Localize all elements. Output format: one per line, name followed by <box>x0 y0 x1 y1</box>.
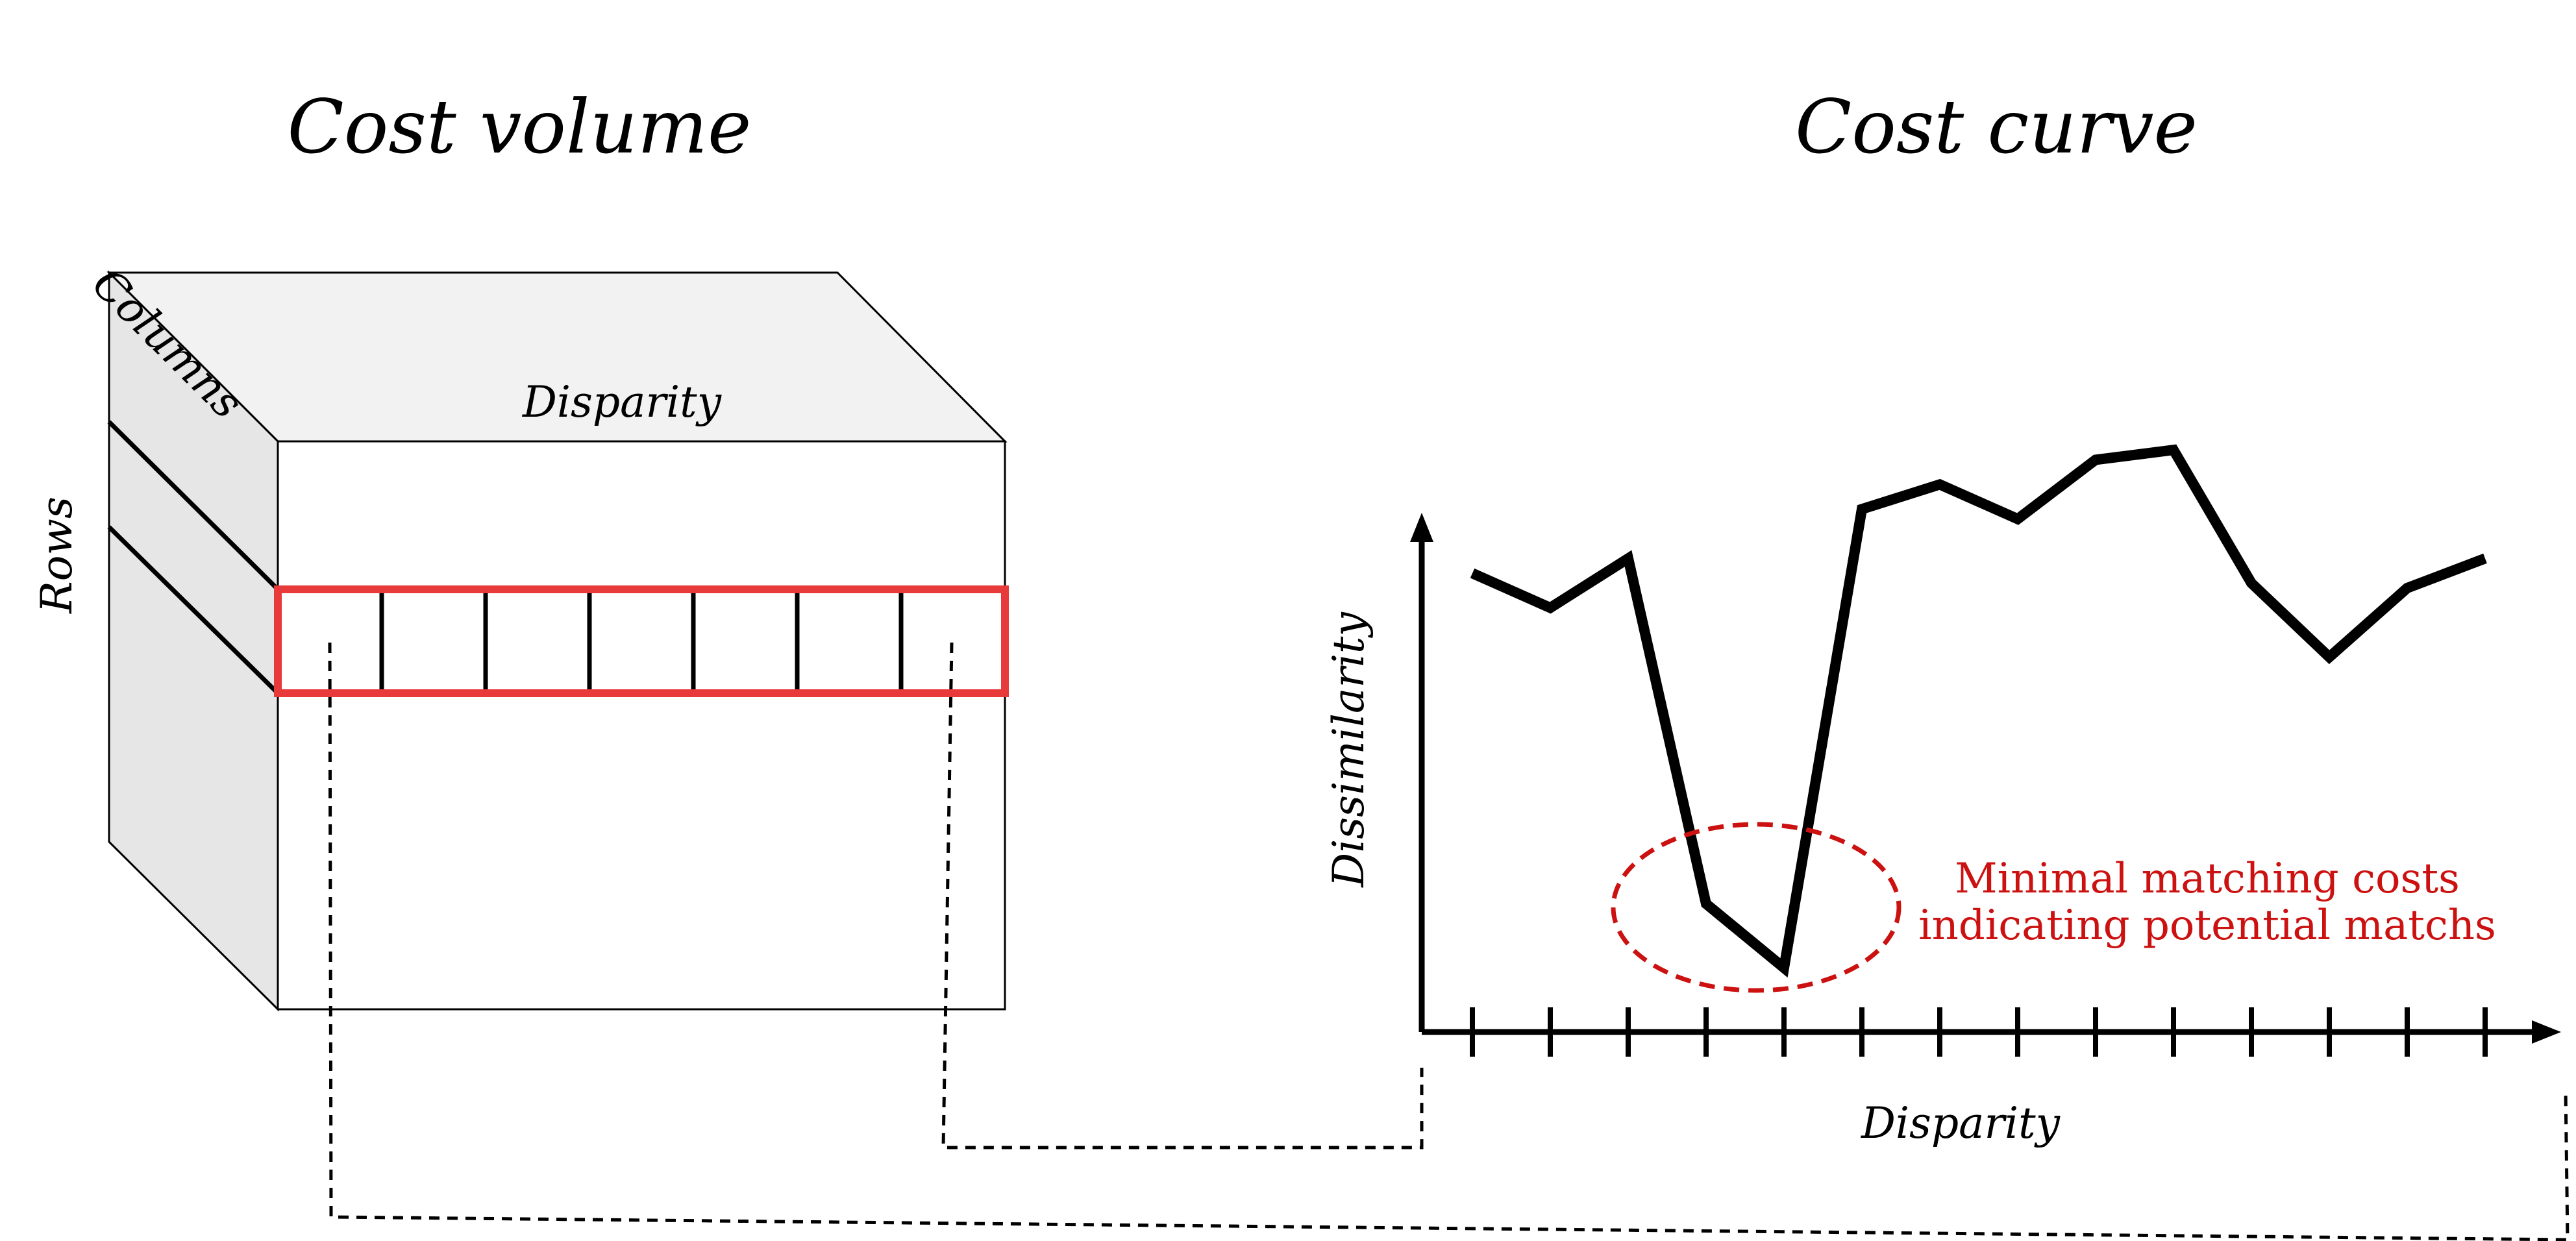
dashed-connector-right <box>941 642 1424 1149</box>
dashed-connector-left <box>328 642 2570 1241</box>
row-slice-line-upper <box>107 420 280 591</box>
cost-curve-chart: Minimal matching costs indicating potent… <box>1324 444 2561 1148</box>
highlighted-cost-row <box>274 585 1009 697</box>
x-axis-arrowhead <box>2532 1020 2561 1044</box>
cube-disparity-label: Disparity <box>522 377 722 427</box>
x-axis-label: Disparity <box>1861 1098 2061 1148</box>
minimum-highlight-ellipse <box>1611 822 1901 993</box>
cost-curve-title: Cost curve <box>1795 84 2198 170</box>
cost-curve-line <box>1470 444 2487 978</box>
y-axis-label: Dissimilarity <box>1324 612 1374 888</box>
cost-volume-cube: Columns Disparity Rows <box>32 258 1009 1012</box>
cost-volume-title: Cost volume <box>288 84 752 170</box>
row-slice-line-lower <box>107 525 280 695</box>
annotation-line-1: Minimal matching costs <box>1955 855 2460 903</box>
cube-front-face <box>277 440 1006 1011</box>
y-axis-arrowhead <box>1410 513 1433 542</box>
highlight-rectangle <box>274 585 1009 697</box>
x-axis-ticks <box>1470 1007 2488 1057</box>
annotation-line-2: indicating potential matchs <box>1918 902 2496 950</box>
rows-label: Rows <box>32 497 82 614</box>
